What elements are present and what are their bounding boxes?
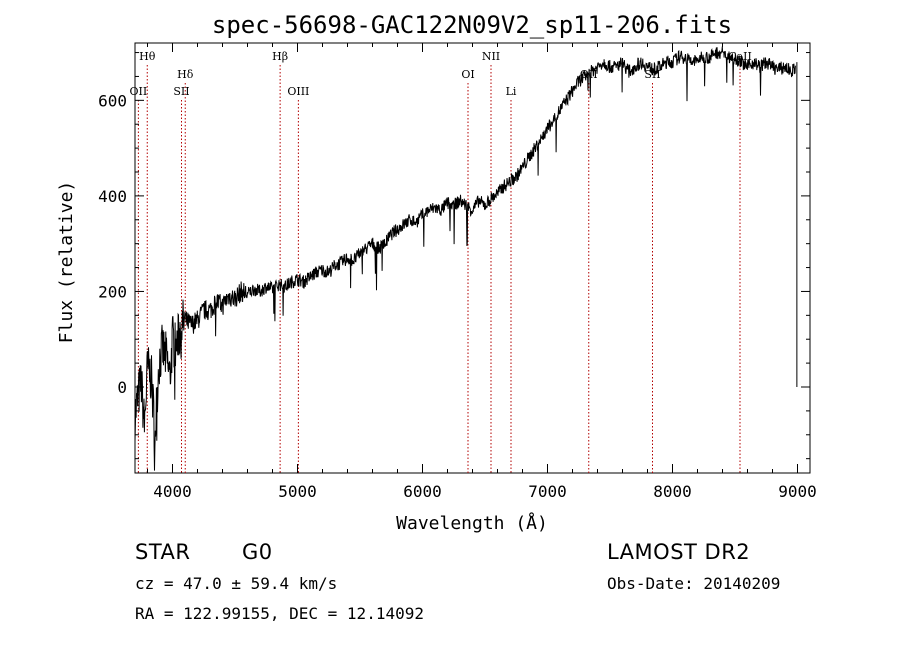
object-class: STAR [135,540,191,564]
chart-title: spec-56698-GAC122N09V2_sp11-206.fits [212,11,732,39]
y-tick-label: 0 [117,378,127,397]
sky-coordinates: RA = 122.99155, DEC = 12.14092 [135,604,424,623]
observation-date: Obs-Date: 20140209 [607,574,781,593]
x-tick-label: 5000 [278,482,317,501]
x-tick-label: 7000 [528,482,567,501]
spectrum-line [134,46,796,471]
spectral-line-label: Hθ [139,50,156,63]
plot-frame [134,42,811,474]
x-axis-label: Wavelength (Å) [396,512,548,534]
spectral-line-label: SII [173,85,189,98]
spectral-line-label: Hδ [177,68,194,81]
y-axis-label: Flux (relative) [56,181,77,344]
spectrum-series-layer [134,46,798,471]
y-tick-label: 400 [98,187,127,206]
spectral-line-label: OIII [287,85,309,98]
redshift-velocity: cz = 47.0 ± 59.4 km/s [135,574,338,593]
spectral-line-label: NII [482,50,500,63]
spectral-line-label: OI [461,68,474,81]
y-tick-label: 200 [98,282,127,301]
x-tick-label: 4000 [153,482,192,501]
survey-name: LAMOST DR2 [607,540,751,564]
axis-ticks: 4000 5000 6000 7000 8000 9000 0 200 400 600 [98,43,817,501]
spectral-line-label: Hβ [272,50,288,63]
x-tick-label: 6000 [403,482,442,501]
spectral-line-label: OII [130,85,148,98]
x-tick-label: 9000 [778,482,817,501]
y-tick-label: 600 [98,91,127,110]
object-subclass: G0 [242,540,273,564]
spectral-line-label: Li [506,85,517,98]
x-tick-label: 8000 [653,482,692,501]
